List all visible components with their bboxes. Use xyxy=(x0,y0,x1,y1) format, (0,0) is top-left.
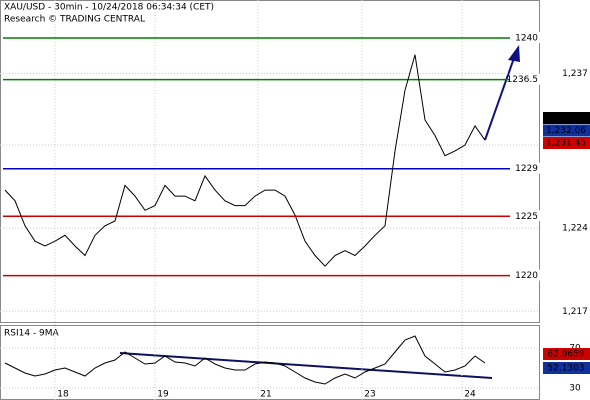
level-label: 1240 xyxy=(515,34,538,44)
level-label-bg xyxy=(510,210,540,222)
y-tick-label: 30 xyxy=(569,384,581,394)
price-label-bg xyxy=(543,348,590,360)
price-label-bg xyxy=(543,137,590,149)
level-label-bg xyxy=(510,269,540,281)
y-tick-label: 1,237 xyxy=(562,69,588,79)
price-label-bg xyxy=(543,112,590,124)
level-label: 1220 xyxy=(515,271,538,281)
x-tick-label: 19 xyxy=(157,390,169,400)
rsi-title: RSI14 - 9MA xyxy=(4,329,60,339)
price-label: 1,231.45 xyxy=(546,139,586,149)
price-label-bg xyxy=(543,124,590,137)
level-label: 1236.5 xyxy=(507,75,539,85)
level-label: 1229 xyxy=(515,164,538,174)
price-label: 62.9659 xyxy=(547,350,584,360)
y-tick-label: 1,224 xyxy=(562,224,588,234)
rsi-trendline xyxy=(119,352,493,379)
level-label-bg xyxy=(510,73,540,85)
main-frame xyxy=(0,0,540,323)
level-label-bg xyxy=(510,32,540,44)
projection-arrow xyxy=(484,57,515,141)
price-line xyxy=(4,335,486,385)
x-tick-label: 23 xyxy=(364,390,375,400)
chart-title: XAU/USD - 30min - 10/24/2018 06:34:34 (C… xyxy=(4,3,214,13)
y-tick-label: 1,217 xyxy=(562,307,588,317)
level-label: 1225 xyxy=(515,212,538,222)
level-label-bg xyxy=(510,162,540,174)
price-label: 52.1303 xyxy=(547,364,584,374)
x-tick-label: 18 xyxy=(57,390,69,400)
price-label: 1,232.22 xyxy=(546,114,586,124)
x-tick-label: 24 xyxy=(464,390,476,400)
chart-subtitle: Research © TRADING CENTRAL xyxy=(4,15,145,25)
price-line xyxy=(4,54,486,267)
x-tick-label: 21 xyxy=(260,390,271,400)
price-label: 1,232.06 xyxy=(546,126,586,136)
arrow-head xyxy=(508,45,520,62)
price-label-bg xyxy=(543,362,590,374)
